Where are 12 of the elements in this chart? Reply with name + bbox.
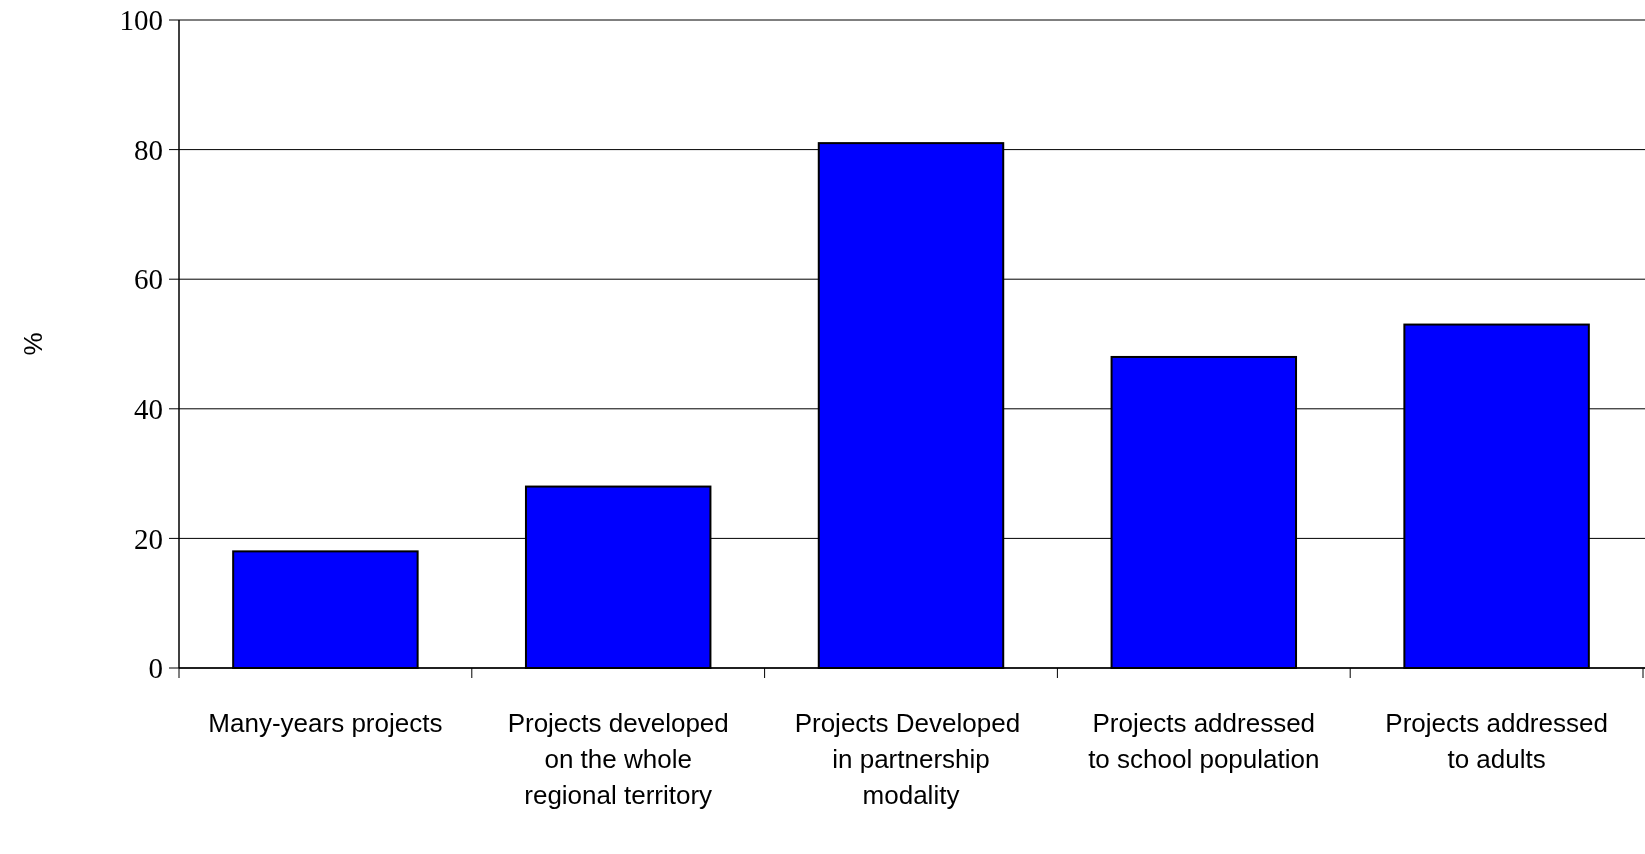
- x-tick-label: Projects Developed in partnership modality: [794, 708, 1028, 810]
- x-tick-label: Projects addressed to school population: [1088, 708, 1320, 774]
- y-tick-label: 20: [134, 522, 163, 555]
- x-tick-label: Many-years projects: [208, 708, 443, 738]
- y-tick-label: 0: [148, 652, 163, 685]
- x-tick-label: Projects developed on the whole regional territory: [507, 708, 729, 810]
- x-tick-label: Projects addressed to adults: [1385, 708, 1608, 774]
- y-tick-label: 80: [134, 133, 163, 166]
- y-axis-title: %: [18, 332, 48, 356]
- y-tick-label: 60: [134, 263, 163, 296]
- y-tick-label: 40: [134, 392, 163, 425]
- y-tick-label: 100: [119, 4, 163, 37]
